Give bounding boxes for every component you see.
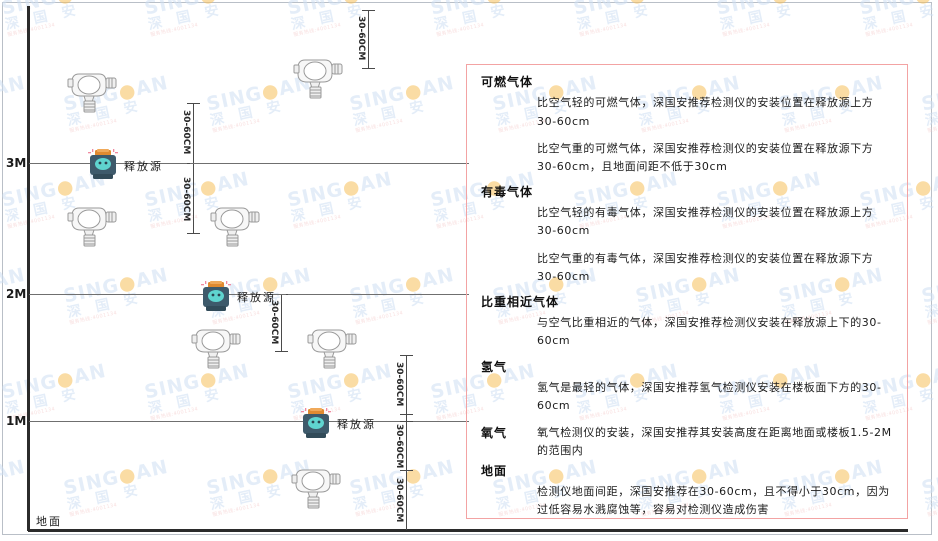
guidance-section-body: 检测仪地面间距，深国安推荐在30-60cm，且不得小于30cm，因为过低容易水溅… bbox=[537, 483, 893, 519]
guidance-section: 地面检测仪地面间距，深国安推荐在30-60cm，且不得小于30cm，因为过低容易… bbox=[481, 464, 893, 520]
guidance-paragraph: 氧气检测仪的安装，深国安推荐其安装高度在距离地面或楼板1.5-2M的范围内 bbox=[537, 426, 892, 458]
leader-line-3m bbox=[190, 163, 202, 164]
gas-detector-icon bbox=[66, 66, 118, 118]
guidance-section-body: 与空气比重相近的气体，深国安推荐检测仪安装在释放源上下的30-60cm bbox=[537, 314, 893, 350]
release-source-icon bbox=[86, 148, 120, 186]
gas-detector-icon bbox=[209, 200, 261, 252]
release-source-svg bbox=[201, 281, 231, 311]
release-source-label: 释放源 bbox=[337, 418, 376, 431]
dim-label-right-3: 30-60CM bbox=[394, 478, 404, 523]
gas-detector-icon bbox=[290, 462, 342, 514]
dim-label-mid: 30-60CM bbox=[269, 300, 279, 345]
level-line-1m bbox=[29, 421, 469, 422]
dim-chain-left bbox=[193, 103, 194, 233]
dim-label-right-1: 30-60CM bbox=[394, 362, 404, 407]
guidance-paragraph: 比空气轻的有毒气体，深国安推荐检测仪的安装位置在释放源上方30-60cm bbox=[537, 206, 874, 238]
dim-tick bbox=[362, 10, 375, 11]
guidance-section-title: 有毒气体 bbox=[481, 184, 534, 199]
release-source-label: 释放源 bbox=[237, 291, 276, 304]
release-source-svg bbox=[88, 149, 118, 179]
release-source-label: 释放源 bbox=[124, 160, 163, 173]
diagram-border bbox=[2, 2, 932, 535]
guidance-section: 氢气氢气是最轻的气体，深国安推荐氢气检测仪安装在楼板面下方的30-60cm bbox=[481, 360, 893, 416]
guidance-paragraph: 比空气轻的可燃气体，深国安推荐检测仪的安装位置在释放源上方30-60cm bbox=[537, 96, 874, 128]
dim-chain-right bbox=[406, 355, 407, 530]
dim-chain-mid bbox=[281, 294, 282, 351]
guidance-section-title: 比重相近气体 bbox=[481, 294, 560, 309]
gas-detector-svg bbox=[67, 73, 117, 113]
guidance-section-title: 氢气 bbox=[481, 359, 508, 374]
guidance-section: 比重相近气体与空气比重相近的气体，深国安推荐检测仪安装在释放源上下的30-60c… bbox=[481, 295, 893, 351]
dim-tick bbox=[362, 68, 375, 69]
gas-detector-svg bbox=[291, 469, 341, 509]
dim-label-left-upper: 30-60CM bbox=[181, 110, 191, 155]
gas-detector-icon bbox=[190, 322, 242, 374]
guidance-section-body: 比空气轻的可燃气体，深国安推荐检测仪的安装位置在释放源上方30-60cm 比空气重… bbox=[537, 94, 893, 176]
guidance-section: 有毒气体 比空气轻的有毒气体，深国安推荐检测仪的安装位置在释放源上方30-60cm… bbox=[481, 185, 893, 286]
guidance-panel: 可燃气体 比空气轻的可燃气体，深国安推荐检测仪的安装位置在释放源上方30-60cm… bbox=[466, 64, 908, 519]
guidance-section-inline: 氧气 氧气检测仪的安装，深国安推荐其安装高度在距离地面或楼板1.5-2M的范围内 bbox=[481, 424, 893, 460]
level-line-3m bbox=[29, 163, 469, 164]
ground-label: 地面 bbox=[36, 515, 62, 528]
guidance-paragraph: 与空气比重相近的气体，深国安推荐检测仪安装在释放源上下的30-60cm bbox=[537, 316, 882, 348]
guidance-paragraph: 氢气是最轻的气体，深国安推荐氢气检测仪安装在楼板面下方的30-60cm bbox=[537, 380, 882, 413]
guidance-section: 氧气 氧气检测仪的安装，深国安推荐其安装高度在距离地面或楼板1.5-2M的范围内 bbox=[481, 424, 893, 460]
dim-tick bbox=[400, 470, 413, 471]
level-line-2m bbox=[29, 294, 469, 295]
guidance-paragraph: 比空气重的有毒气体，深国安推荐检测仪的安装位置在释放源下方30-60cm bbox=[537, 251, 874, 283]
vertical-axis bbox=[27, 6, 30, 531]
leader-line-2m bbox=[268, 294, 286, 295]
gas-detector-svg bbox=[307, 329, 357, 369]
leader-line-1m bbox=[290, 421, 308, 422]
gas-detector-svg bbox=[191, 329, 241, 369]
level-label-2m: 2M bbox=[6, 287, 27, 301]
level-label-3m: 3M bbox=[6, 156, 27, 170]
dim-tick bbox=[187, 103, 200, 104]
dim-tick bbox=[400, 414, 413, 415]
release-source-icon bbox=[299, 407, 333, 445]
guidance-section-title: 地面 bbox=[481, 463, 508, 478]
gas-detector-svg bbox=[210, 207, 260, 247]
dim-tick bbox=[400, 421, 413, 422]
guidance-section-title: 可燃气体 bbox=[481, 75, 534, 89]
release-source-svg bbox=[301, 408, 331, 438]
gas-detector-svg bbox=[293, 59, 343, 99]
level-label-1m: 1M bbox=[6, 414, 27, 428]
dim-label-left-lower: 30-60CM bbox=[181, 177, 191, 222]
dim-chain-top bbox=[368, 10, 369, 68]
ground-baseline bbox=[28, 529, 908, 532]
guidance-section-title: 氧气 bbox=[481, 426, 508, 441]
gas-detector-svg bbox=[67, 207, 117, 247]
dim-label-top: 30-60CM bbox=[356, 16, 366, 61]
gas-detector-icon bbox=[306, 322, 358, 374]
release-source-icon bbox=[199, 280, 233, 318]
guidance-section: 可燃气体 比空气轻的可燃气体，深国安推荐检测仪的安装位置在释放源上方30-60cm… bbox=[481, 75, 893, 176]
dim-tick bbox=[400, 355, 413, 356]
dim-tick bbox=[187, 233, 200, 234]
guidance-section-body: 氢气是最轻的气体，深国安推荐氢气检测仪安装在楼板面下方的30-60cm bbox=[537, 379, 893, 415]
guidance-paragraph: 比空气重的可燃气体，深国安推荐检测仪的安装位置在释放源下方30-60cm，且地面… bbox=[537, 141, 874, 173]
guidance-paragraph: 检测仪地面间距，深国安推荐在30-60cm，且不得小于30cm，因为过低容易水溅… bbox=[537, 484, 890, 517]
gas-detector-icon bbox=[66, 200, 118, 252]
guidance-section-body: 比空气轻的有毒气体，深国安推荐检测仪的安装位置在释放源上方30-60cm 比空气重… bbox=[537, 204, 893, 286]
dim-label-right-2: 30-60CM bbox=[394, 424, 404, 469]
gas-detector-icon bbox=[292, 52, 344, 104]
dim-tick bbox=[275, 351, 288, 352]
